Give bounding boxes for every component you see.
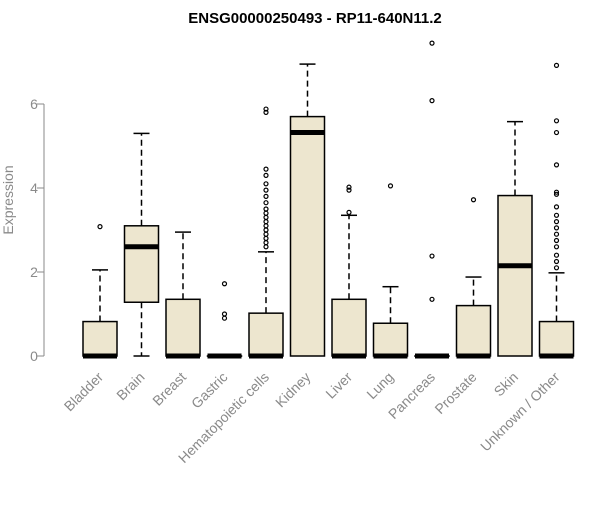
y-axis: 0 2 4 6 (30, 96, 44, 364)
x-label-brain: Brain (113, 369, 147, 403)
box-skin (498, 122, 532, 356)
y-tick-label-0: 0 (30, 348, 38, 364)
y-tick-label-2: 2 (30, 264, 38, 280)
y-tick-label-4: 4 (30, 180, 38, 196)
outlier-point (264, 245, 268, 249)
outlier-point (555, 232, 559, 236)
box-liver (332, 185, 366, 356)
box-body (457, 306, 491, 356)
outlier-point (555, 226, 559, 230)
outlier-point (555, 266, 559, 270)
outlier-point (555, 220, 559, 224)
box-pancreas (415, 41, 449, 356)
outlier-point (555, 239, 559, 243)
outlier-point (430, 297, 434, 301)
outlier-point (264, 232, 268, 236)
outlier-point (555, 63, 559, 67)
outlier-point (555, 163, 559, 167)
box-bladder (83, 225, 117, 356)
box-body (374, 323, 408, 356)
outlier-point (555, 131, 559, 135)
box-body (498, 196, 532, 356)
outlier-point (223, 282, 227, 286)
outlier-point (430, 254, 434, 258)
box-breast (166, 232, 200, 356)
box-gastric (208, 282, 242, 356)
box-body (332, 299, 366, 356)
outlier-point (264, 236, 268, 240)
outlier-point (264, 224, 268, 228)
x-label-prostate: Prostate (431, 369, 479, 417)
box-body (249, 313, 283, 356)
box-hematopoietic-cells (249, 107, 283, 356)
outlier-point (264, 167, 268, 171)
outlier-point (264, 107, 268, 111)
x-label-unknown-other: Unknown / Other (477, 369, 563, 455)
outlier-point (264, 241, 268, 245)
box-kidney (291, 64, 325, 356)
outlier-point (264, 173, 268, 177)
outlier-point (264, 207, 268, 211)
outlier-point (555, 119, 559, 123)
outlier-point (264, 188, 268, 192)
x-label-bladder: Bladder (61, 369, 107, 415)
x-label-kidney: Kidney (272, 369, 314, 411)
outlier-point (264, 220, 268, 224)
box-body (83, 322, 117, 356)
box-body (166, 299, 200, 356)
outlier-point (264, 182, 268, 186)
outlier-point (555, 213, 559, 217)
outlier-point (264, 228, 268, 232)
outlier-point (223, 316, 227, 320)
outlier-point (264, 211, 268, 215)
boxes-group (83, 41, 574, 356)
box-body (125, 226, 159, 302)
outlier-point (264, 215, 268, 219)
x-label-liver: Liver (322, 369, 355, 402)
outlier-point (555, 205, 559, 209)
outlier-point (555, 260, 559, 264)
outlier-point (472, 198, 476, 202)
outlier-point (555, 245, 559, 249)
outlier-point (347, 210, 351, 214)
box-prostate (457, 198, 491, 356)
outlier-point (223, 312, 227, 316)
box-body (291, 117, 325, 356)
box-unknown-other (540, 63, 574, 356)
y-tick-label-6: 6 (30, 96, 38, 112)
x-label-breast: Breast (149, 369, 189, 409)
x-label-skin: Skin (491, 369, 522, 400)
box-brain (125, 133, 159, 356)
box-lung (374, 184, 408, 356)
y-axis-label: Expression (0, 165, 16, 234)
box-body (540, 322, 574, 356)
outlier-point (98, 225, 102, 229)
outlier-point (430, 41, 434, 45)
outlier-point (264, 194, 268, 198)
x-label-lung: Lung (363, 369, 396, 402)
chart-title: ENSG00000250493 - RP11-640N11.2 (188, 10, 442, 27)
outlier-point (264, 201, 268, 205)
outlier-point (555, 253, 559, 257)
outlier-point (430, 99, 434, 103)
outlier-point (389, 184, 393, 188)
